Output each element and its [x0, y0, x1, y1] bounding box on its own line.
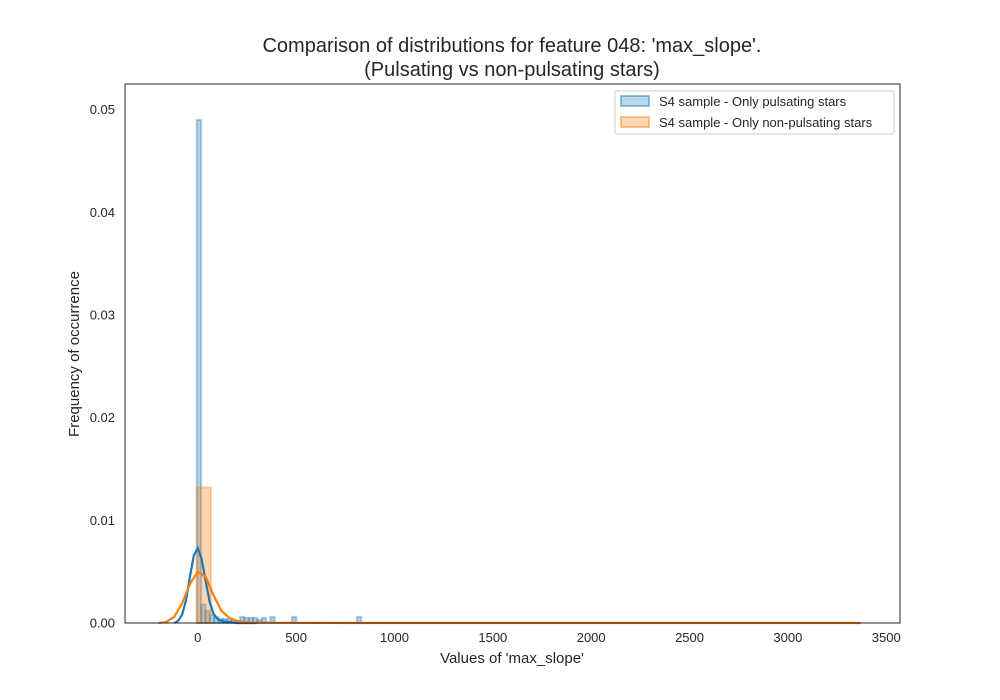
- legend-label-non-pulsating: S4 sample - Only non-pulsating stars: [659, 115, 873, 130]
- legend-swatch-pulsating: [620, 95, 650, 107]
- x-tick-label: 1000: [380, 630, 409, 645]
- chart-subtitle: (Pulsating vs non-pulsating stars): [364, 59, 660, 81]
- x-tick-label: 0: [194, 630, 201, 645]
- legend-label-pulsating: S4 sample - Only pulsating stars: [659, 94, 847, 109]
- x-axis: 0 500 1000 1500 2000 2500 3000 3500: [194, 630, 901, 645]
- kde-line-non-pulsating: [158, 570, 861, 625]
- x-tick-label: 2000: [577, 630, 606, 645]
- kde-line-pulsating: [173, 545, 257, 625]
- y-tick-label: 0.00: [90, 616, 115, 631]
- y-axis: 0.00 0.01 0.02 0.03 0.04 0.05: [90, 102, 115, 630]
- y-tick-label: 0.02: [90, 410, 115, 425]
- y-tick-label: 0.05: [90, 102, 115, 117]
- y-tick-label: 0.01: [90, 513, 115, 528]
- chart-title: Comparison of distributions for feature …: [262, 35, 761, 57]
- y-axis-label: Frequency of occurrence: [66, 271, 83, 437]
- x-tick-label: 3500: [872, 630, 901, 645]
- x-tick-label: 2500: [675, 630, 704, 645]
- x-axis-label: Values of 'max_slope': [440, 650, 584, 667]
- y-tick-label: 0.04: [90, 205, 115, 220]
- y-tick-label: 0.03: [90, 308, 115, 323]
- x-tick-label: 3000: [773, 630, 802, 645]
- legend-swatch-non-pulsating: [620, 116, 650, 128]
- x-tick-label: 500: [285, 630, 307, 645]
- plot-frame: [124, 83, 901, 624]
- plot-area: [158, 118, 861, 625]
- x-tick-label: 1500: [478, 630, 507, 645]
- legend-box: [614, 90, 895, 135]
- legend: S4 sample - Only pulsating stars S4 samp…: [614, 90, 895, 135]
